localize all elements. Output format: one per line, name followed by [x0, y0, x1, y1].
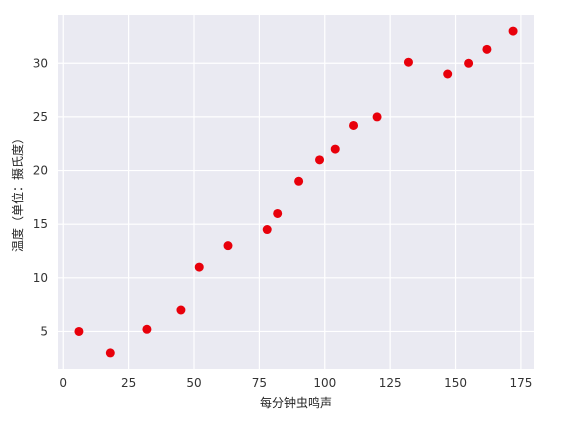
y-tick-label: 20 [33, 164, 48, 178]
y-tick-label: 30 [33, 56, 48, 70]
scatter-point [443, 69, 453, 79]
y-tick-label: 5 [40, 324, 48, 338]
y-tick-label: 25 [33, 110, 48, 124]
scatter-point [508, 26, 518, 36]
x-tick-label: 125 [379, 376, 402, 390]
y-ticks: 5 10 15 20 25 30 [33, 56, 48, 338]
x-tick-label: 50 [186, 376, 201, 390]
x-ticks: 0 25 50 75 100 125 150 175 [59, 376, 532, 390]
scatter-point [262, 225, 272, 235]
scatter-point [223, 241, 233, 251]
x-tick-label: 75 [252, 376, 267, 390]
y-tick-label: 10 [33, 271, 48, 285]
scatter-point [176, 305, 186, 315]
scatter-point [403, 57, 413, 67]
x-tick-label: 175 [509, 376, 532, 390]
scatter-point [194, 262, 204, 272]
scatter-point [294, 176, 304, 186]
data-points [74, 26, 518, 358]
scatter-point [315, 155, 325, 165]
x-tick-label: 25 [121, 376, 136, 390]
x-tick-label: 150 [444, 376, 467, 390]
scatter-point [349, 120, 359, 130]
x-tick-label: 100 [313, 376, 336, 390]
x-axis-label: 每分钟虫鸣声 [260, 395, 332, 410]
scatter-point [482, 44, 492, 54]
y-tick-label: 15 [33, 217, 48, 231]
x-tick-label: 0 [59, 376, 67, 390]
scatter-point [330, 144, 340, 154]
y-axis-label: 温度（单位：摄氏度） [10, 132, 25, 252]
scatter-point [372, 112, 382, 122]
scatter-point [74, 326, 84, 336]
scatter-point [273, 208, 283, 218]
scatter-point [464, 58, 474, 68]
plot-area [58, 15, 534, 369]
scatter-point [105, 348, 115, 358]
grid-lines [58, 15, 534, 369]
scatter-point [142, 324, 152, 334]
